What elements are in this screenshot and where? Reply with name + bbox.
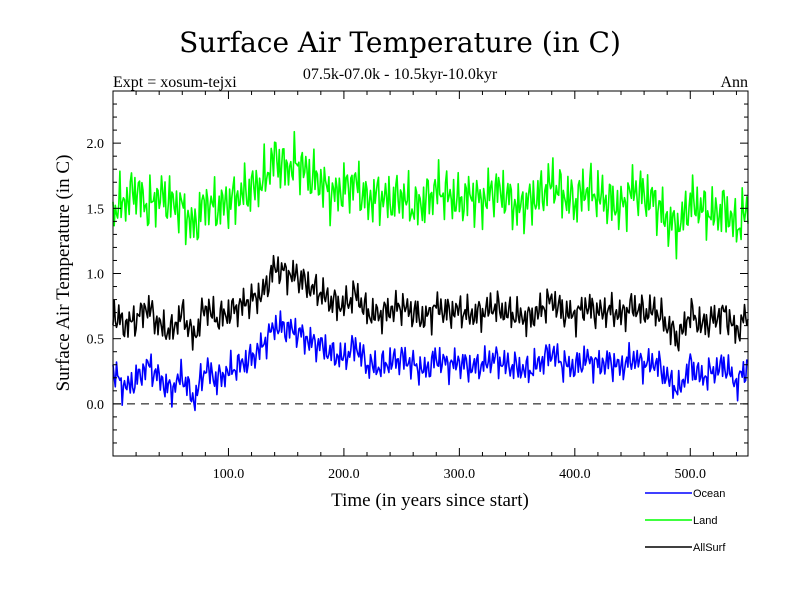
legend-label-allsurf: AllSurf [693,542,726,554]
x-tick-label: 300.0 [444,467,476,482]
plot-frame [112,90,749,457]
x-tick-label: 100.0 [213,467,245,482]
y-tick-label: 1.0 [87,268,105,283]
legend-label-land: Land [693,515,717,527]
chart-title: Surface Air Temperature (in C) [179,26,621,59]
series-line-land [112,130,749,260]
series-line-allsurf [112,254,749,352]
y-tick-label: 1.5 [87,202,105,217]
x-tick-label: 400.0 [559,467,591,482]
experiment-label: Expt = xosum-tejxi [113,74,237,91]
period-label: Ann [720,74,748,91]
x-tick-label: 200.0 [328,467,360,482]
y-axis-label: Surface Air Temperature (in C) [53,155,74,392]
x-axis-label: Time (in years since start) [331,490,529,511]
chart-subtitle: 07.5k-07.0k - 10.5kyr-10.0kyr [302,66,498,83]
y-tick-label: 0.5 [87,333,105,348]
y-tick-label: 2.0 [87,137,105,152]
legend-label-ocean: Ocean [693,488,725,500]
x-tick-label: 500.0 [675,467,707,482]
series-line-ocean [112,310,749,412]
y-tick-label: 0.0 [87,398,105,413]
